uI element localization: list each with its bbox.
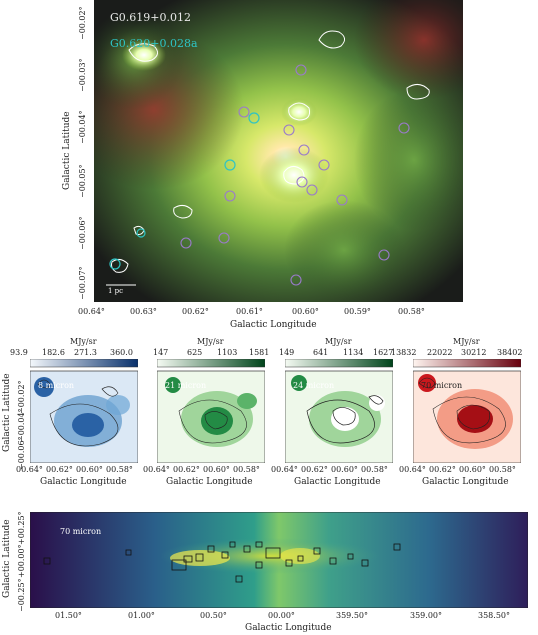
- bottom-x-tick: 00.50°: [200, 611, 227, 620]
- cbar-tick: 641: [313, 348, 329, 357]
- small-panel-8micron-image: [30, 359, 138, 463]
- bottom-y-tick: −00.25°: [17, 578, 26, 612]
- bottom-y-tick: +00.25°: [17, 511, 26, 545]
- small-x-axis-label: Galactic Longitude: [40, 477, 127, 487]
- cbar-tick: 147: [153, 348, 169, 357]
- top-y-tick: −00.05°: [78, 164, 87, 198]
- panel-label: 8 micron: [38, 381, 75, 390]
- top-x-tick: 00.60°: [292, 307, 319, 316]
- bottom-x-axis-label: Galactic Longitude: [245, 623, 332, 633]
- top-x-tick: 00.62°: [182, 307, 209, 316]
- small-x-tick: 00.58°: [361, 465, 388, 474]
- cbar-tick: 182.6: [42, 348, 65, 357]
- bottom-y-axis-label: Galactic Latitude: [2, 519, 12, 598]
- small-x-tick: 00.60°: [76, 465, 103, 474]
- cbar-tick: 22022: [427, 348, 453, 357]
- small-x-tick: 00.58°: [233, 465, 260, 474]
- bottom-x-tick: 359.00°: [410, 611, 442, 620]
- small-x-tick: 00.60°: [331, 465, 358, 474]
- cbar-tick: 30212: [461, 348, 487, 357]
- small-panel-70micron-image: [413, 359, 521, 463]
- small-x-tick: 00.62°: [301, 465, 328, 474]
- small-panel-21micron: MJy/sr 147 625 1103 1581 21 micron: [153, 337, 269, 463]
- small-x-tick: 00.62°: [173, 465, 200, 474]
- cbar-tick: 149: [279, 348, 295, 357]
- small-x-tick: 00.64°: [271, 465, 298, 474]
- top-x-tick: 00.63°: [130, 307, 157, 316]
- top-y-tick: −00.03°: [78, 58, 87, 92]
- small-x-tick: 00.62°: [46, 465, 73, 474]
- top-y-tick: −00.04°: [78, 110, 87, 144]
- small-panel-21micron-image: [157, 359, 265, 463]
- unit-label: MJy/sr: [325, 337, 352, 346]
- cbar-tick: 1134: [343, 348, 364, 357]
- small-panel-24micron: MJy/sr 149 641 1134 1627 24 micron: [279, 337, 394, 463]
- unit-label: MJy/sr: [70, 337, 97, 346]
- small-x-axis-label: Galactic Longitude: [294, 477, 381, 487]
- bottom-x-tick: 01.00°: [128, 611, 155, 620]
- source-label-secondary: G0.620+0.028a: [110, 37, 198, 50]
- cbar-tick: 271.3: [74, 348, 97, 357]
- top-panel: G0.619+0.012 G0.620+0.028a 1 pc: [94, 0, 463, 302]
- small-y-tick: −00.06°: [17, 436, 26, 470]
- top-y-axis-label: Galactic Latitude: [62, 111, 72, 190]
- small-y-axis-label: Galactic Latitude: [2, 373, 12, 452]
- cbar-tick: 1581: [249, 348, 270, 357]
- top-y-tick: −00.06°: [78, 216, 87, 250]
- small-panel-24micron-image: [285, 359, 393, 463]
- small-x-tick: 00.62°: [429, 465, 456, 474]
- bottom-panel: 70 micron: [30, 512, 528, 608]
- small-x-tick: 00.58°: [106, 465, 133, 474]
- cbar-tick: 93.9: [10, 348, 28, 357]
- bottom-x-tick: 358.50°: [478, 611, 510, 620]
- scale-bar-label: 1 pc: [108, 287, 124, 295]
- top-x-tick: 00.61°: [236, 307, 263, 316]
- small-x-tick: 00.64°: [16, 465, 43, 474]
- bottom-panel-image: [30, 512, 528, 608]
- cbar-tick: 1103: [217, 348, 238, 357]
- small-x-axis-label: Galactic Longitude: [166, 477, 253, 487]
- small-x-tick: 00.64°: [399, 465, 426, 474]
- panel-label: 70 micron: [421, 381, 463, 390]
- small-panel-70micron: MJy/sr 13832 22022 30212 38402 70 micron: [391, 337, 523, 463]
- cbar-tick: 625: [187, 348, 203, 357]
- small-x-tick: 00.60°: [459, 465, 486, 474]
- bottom-x-tick: 00.00°: [268, 611, 295, 620]
- top-x-tick: 00.59°: [344, 307, 371, 316]
- top-x-tick: 00.64°: [78, 307, 105, 316]
- bottom-panel-label: 70 micron: [60, 527, 102, 536]
- top-x-tick: 00.58°: [398, 307, 425, 316]
- top-x-axis-label: Galactic Longitude: [230, 320, 317, 330]
- panel-label: 21 micron: [165, 381, 207, 390]
- source-label: G0.619+0.012: [110, 11, 191, 24]
- unit-label: MJy/sr: [453, 337, 480, 346]
- bottom-x-tick: 359.50°: [336, 611, 368, 620]
- small-x-tick: 00.60°: [203, 465, 230, 474]
- small-x-tick: 00.64°: [143, 465, 170, 474]
- cbar-tick: 38402: [497, 348, 523, 357]
- bottom-y-tick: +00.00°: [17, 544, 26, 578]
- cbar-tick: 13832: [391, 348, 417, 357]
- cbar-tick: 360.0: [110, 348, 133, 357]
- cbar-tick: 1627: [373, 348, 394, 357]
- bottom-x-tick: 01.50°: [55, 611, 82, 620]
- top-y-tick: −00.02°: [78, 6, 87, 40]
- small-x-axis-label: Galactic Longitude: [422, 477, 509, 487]
- panel-label: 24 micron: [293, 381, 335, 390]
- small-x-tick: 00.58°: [489, 465, 516, 474]
- unit-label: MJy/sr: [197, 337, 224, 346]
- top-y-tick: −00.07°: [78, 266, 87, 300]
- top-composite-image: [94, 0, 463, 302]
- small-panel-8micron: MJy/sr 93.9 182.6 271.3 360.0 8 micron: [10, 337, 138, 463]
